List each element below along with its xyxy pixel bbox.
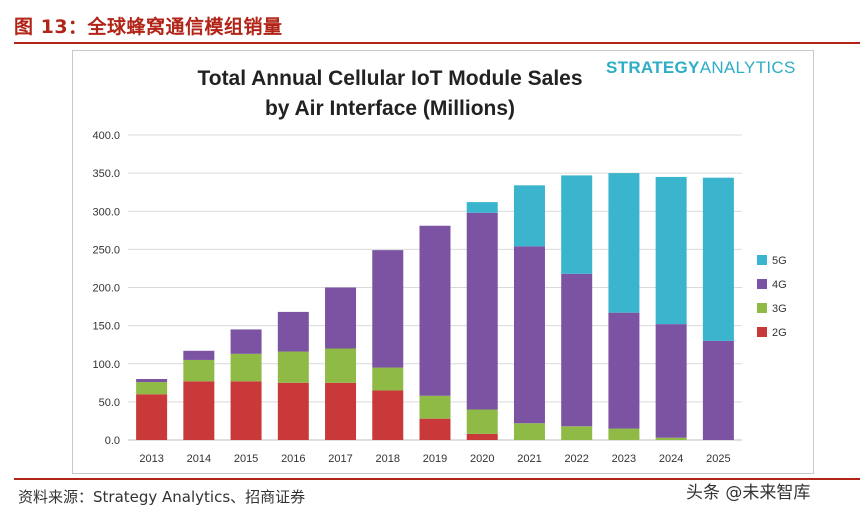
bar-segment-5g-2023 <box>608 173 640 313</box>
y-tick-label: 100.0 <box>92 359 120 371</box>
x-tick-label: 2025 <box>706 453 730 465</box>
y-tick-label: 150.0 <box>92 321 120 333</box>
bottom-rule <box>14 478 860 480</box>
bar-segment-2g-2018 <box>372 390 404 440</box>
bar-segment-3g-2022 <box>561 426 593 440</box>
figure-title: 图 13：全球蜂窝通信模组销量 <box>14 16 283 38</box>
bar-segment-2g-2019 <box>419 418 451 440</box>
legend-label-4g: 4G <box>772 279 787 291</box>
bar-segment-5g-2024 <box>655 176 687 325</box>
x-tick-label: 2015 <box>234 453 258 465</box>
legend-swatch-3g <box>757 303 767 313</box>
bar-segment-5g-2022 <box>561 175 593 274</box>
x-tick-label: 2017 <box>328 453 352 465</box>
legend-swatch-4g <box>757 279 767 289</box>
y-tick-label: 400.0 <box>92 130 120 142</box>
y-tick-label: 200.0 <box>92 283 120 295</box>
x-tick-label: 2023 <box>612 453 636 465</box>
bar-segment-5g-2025 <box>702 177 734 341</box>
y-tick-label: 350.0 <box>92 168 120 180</box>
x-tick-label: 2019 <box>423 453 447 465</box>
bar-segment-4g-2024 <box>655 324 687 438</box>
x-tick-label: 2014 <box>187 453 211 465</box>
y-tick-label: 300.0 <box>92 206 120 218</box>
bar-segment-3g-2023 <box>608 428 640 440</box>
chart-title-line-1: Total Annual Cellular IoT Module Sales <box>197 67 583 90</box>
bar-segment-4g-2025 <box>702 340 734 440</box>
bar-segment-2g-2014 <box>183 381 215 440</box>
bar-segment-4g-2016 <box>277 311 309 352</box>
bar-segment-3g-2018 <box>372 367 404 391</box>
chart-title: Total Annual Cellular IoT Module Sales b… <box>180 64 600 124</box>
x-axis-ticks: 2013 2014 2015 2016 2017 2018 2019 2020 2021 2022… <box>139 453 730 465</box>
legend-label-3g: 3G <box>772 303 787 315</box>
bar-segment-3g-2021 <box>513 423 545 440</box>
bar-segment-4g-2022 <box>561 273 593 427</box>
bar-segment-3g-2019 <box>419 395 451 419</box>
y-tick-label: 0.0 <box>105 435 120 447</box>
x-tick-label: 2024 <box>659 453 683 465</box>
bar-segment-5g-2021 <box>513 185 545 247</box>
bar-segment-4g-2019 <box>419 225 451 396</box>
bar-segment-3g-2013 <box>136 382 168 395</box>
top-rule <box>14 42 860 44</box>
bar-segment-3g-2015 <box>230 353 262 382</box>
bar-segment-3g-2024 <box>655 437 687 440</box>
brand-strong: STRATEGY <box>606 58 700 77</box>
x-tick-label: 2018 <box>376 453 400 465</box>
bar-segment-4g-2017 <box>325 287 357 349</box>
bar-segment-4g-2018 <box>372 250 404 368</box>
bar-segment-2g-2017 <box>325 382 357 440</box>
bar-segment-5g-2020 <box>466 202 498 213</box>
legend-label-5g: 5G <box>772 255 787 267</box>
bar-segment-3g-2017 <box>325 348 357 383</box>
x-tick-label: 2020 <box>470 453 494 465</box>
bar-segment-4g-2023 <box>608 312 640 429</box>
chart-title-line-2: by Air Interface (Millions) <box>264 97 516 120</box>
bar-segment-3g-2016 <box>277 351 309 383</box>
legend-label-2g: 2G <box>772 327 787 339</box>
bar-segment-3g-2020 <box>466 409 498 434</box>
y-tick-label: 250.0 <box>92 244 120 256</box>
brand-logo: STRATEGYANALYTICS <box>606 58 796 78</box>
y-axis-ticks: 0.0 50.0 100.0 150.0 200.0 250.0 300.0 350.0 400… <box>92 130 120 447</box>
bar-segment-2g-2016 <box>277 382 309 440</box>
x-tick-label: 2013 <box>139 453 163 465</box>
bar-segment-4g-2014 <box>183 350 215 360</box>
watermark: 头条 @未来智库 <box>686 483 811 503</box>
bar-segment-3g-2014 <box>183 359 215 382</box>
bar-segment-4g-2013 <box>136 379 168 383</box>
bar-segment-4g-2021 <box>513 246 545 424</box>
x-tick-label: 2021 <box>517 453 541 465</box>
bar-segment-4g-2015 <box>230 329 262 354</box>
x-tick-label: 2022 <box>564 453 588 465</box>
bar-segment-4g-2020 <box>466 212 498 410</box>
legend-swatch-2g <box>757 327 767 337</box>
bar-segment-2g-2015 <box>230 381 262 440</box>
bars <box>136 173 734 440</box>
legend: 5G 4G 3G 2G <box>757 255 787 339</box>
bar-segment-2g-2020 <box>466 433 498 440</box>
source-note: 资料来源：Strategy Analytics、招商证券 <box>18 488 306 506</box>
brand-light: ANALYTICS <box>699 58 796 77</box>
x-tick-label: 2016 <box>281 453 305 465</box>
legend-swatch-5g <box>757 255 767 265</box>
bar-segment-2g-2013 <box>136 394 168 440</box>
y-tick-label: 50.0 <box>99 397 120 409</box>
